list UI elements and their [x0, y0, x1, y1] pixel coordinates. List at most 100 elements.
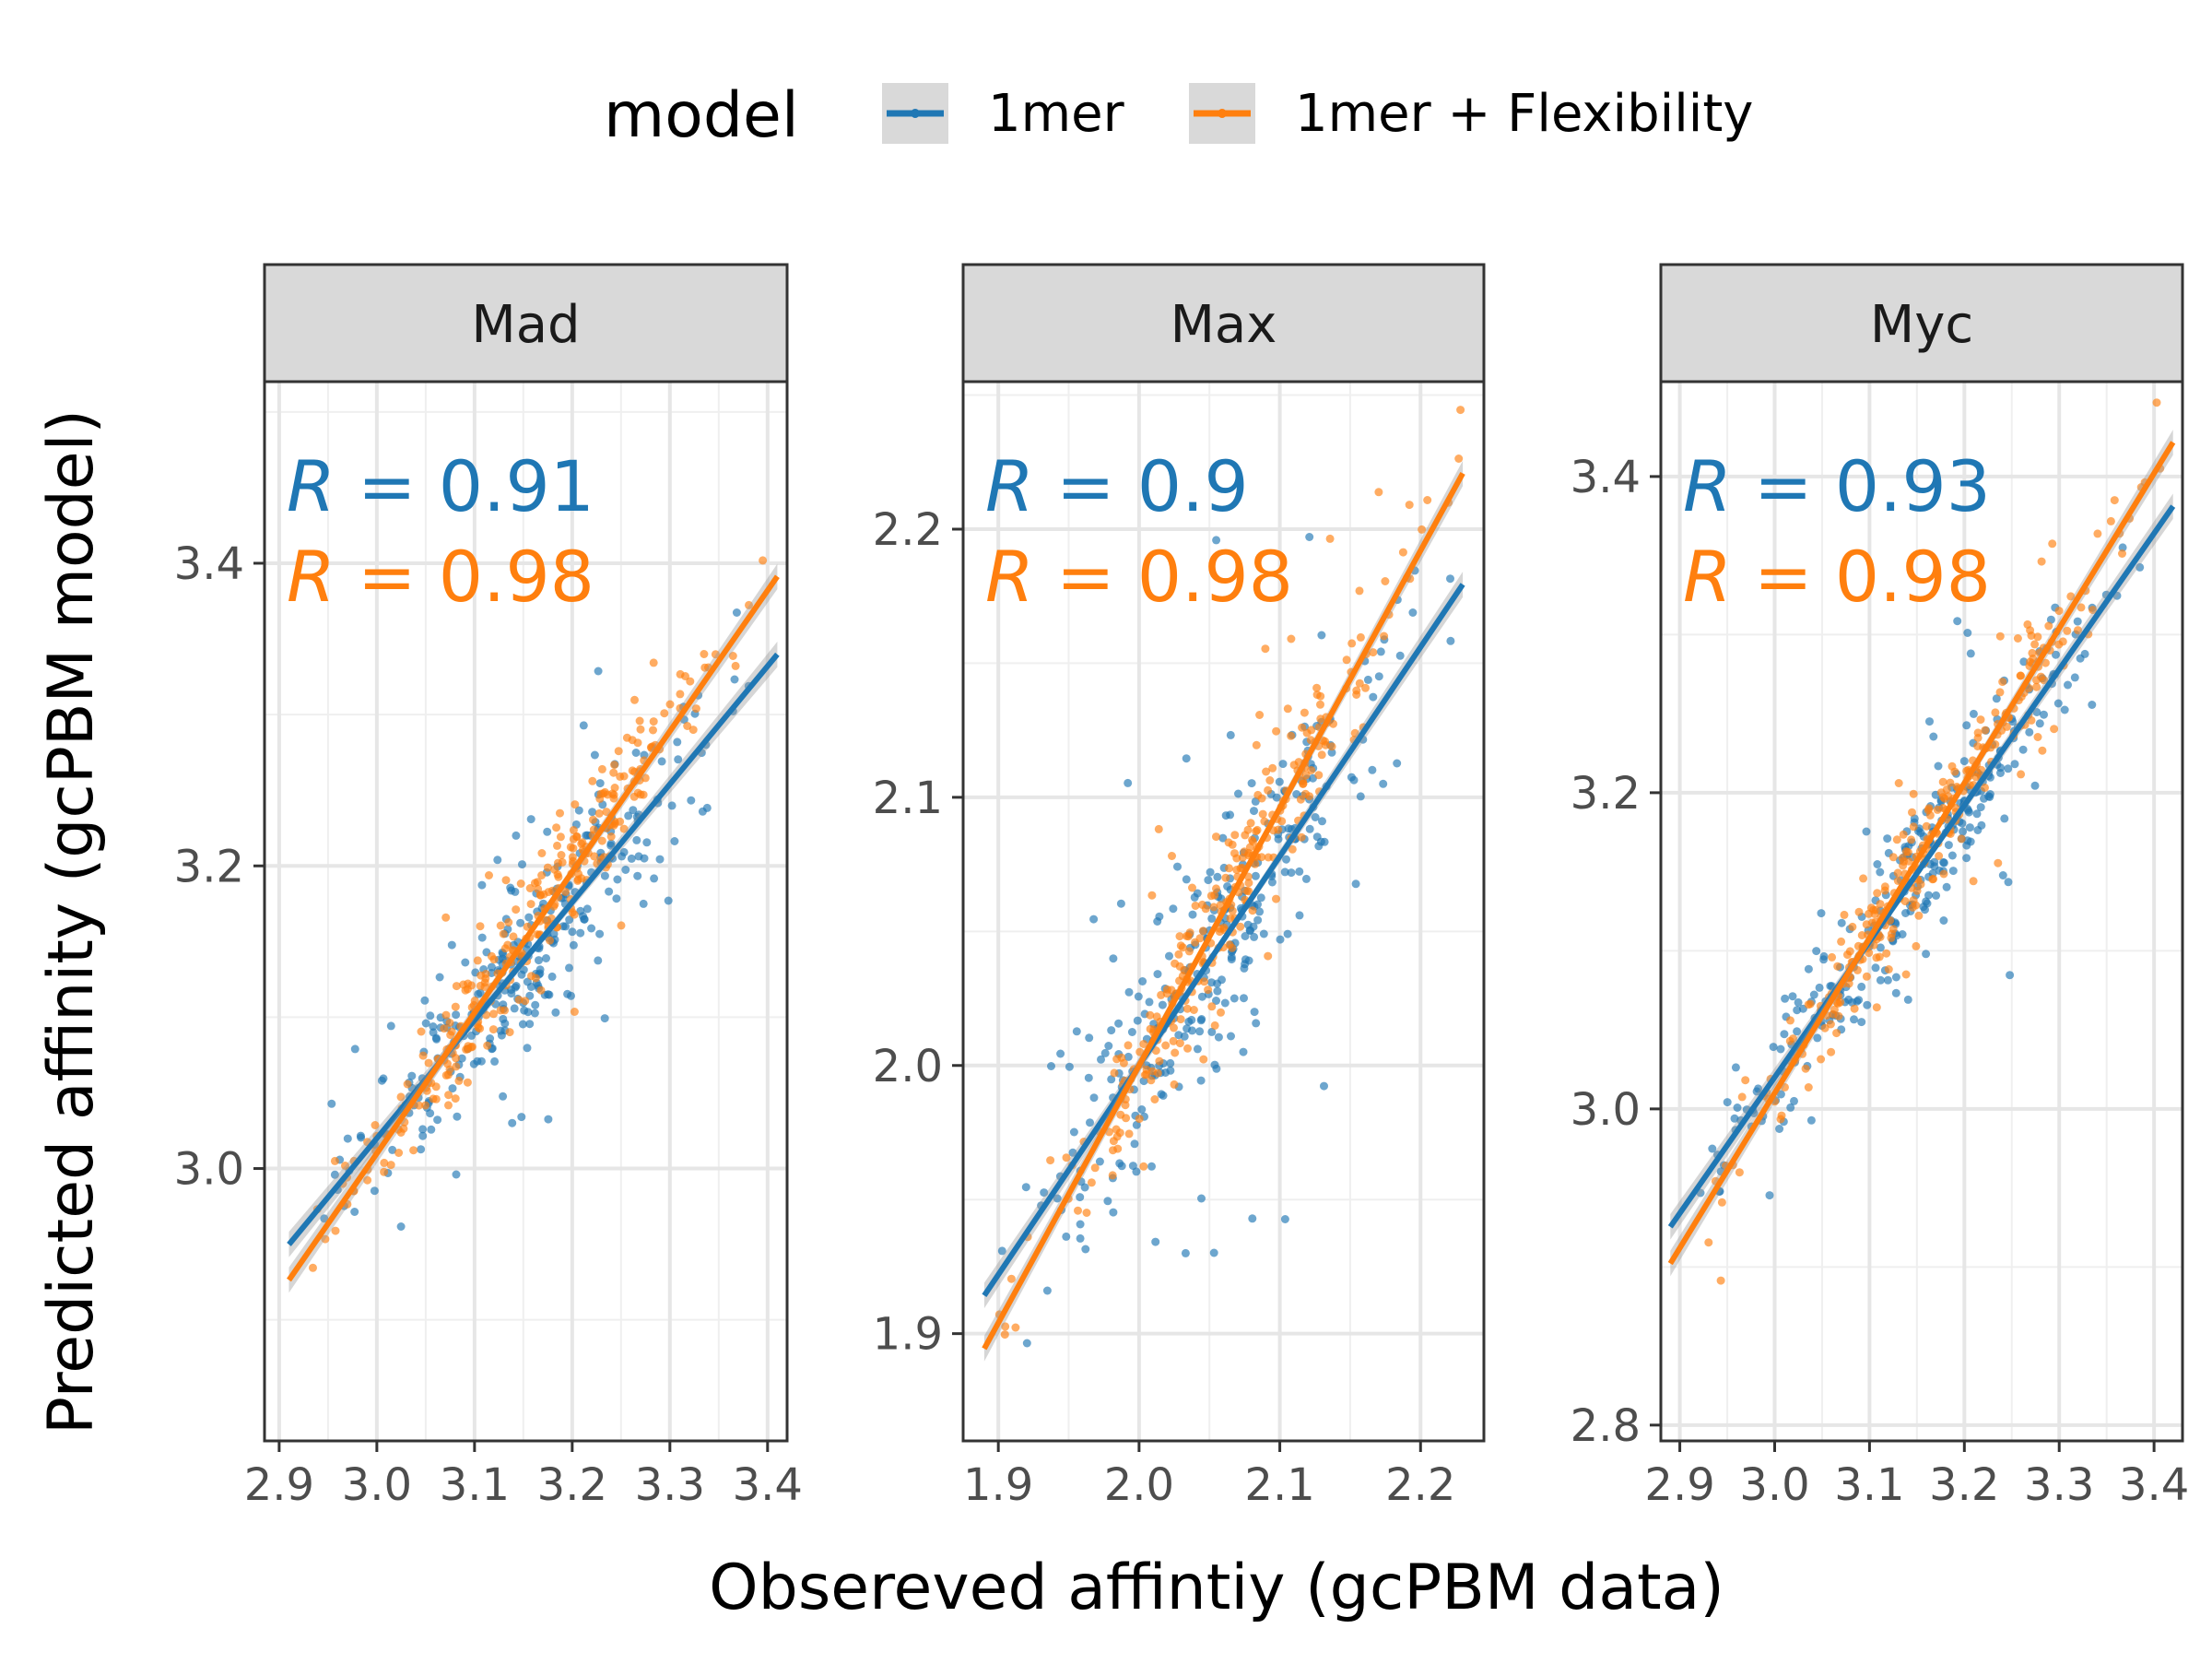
data-point [1912, 941, 1921, 950]
data-point [1147, 891, 1157, 900]
data-point [636, 725, 645, 734]
data-point [1935, 852, 1944, 860]
data-point [1790, 1096, 1798, 1105]
data-point [1995, 631, 2005, 641]
data-point [595, 929, 605, 938]
data-point [2027, 631, 2036, 640]
data-point [1244, 848, 1253, 857]
legend-entry-1mer: 1mer [882, 83, 1125, 144]
data-point [441, 1010, 451, 1020]
r-annotation-1mer-flexibility: R = 0.98 [1683, 536, 1991, 618]
data-point [1903, 848, 1912, 856]
data-point [2118, 549, 2126, 558]
data-point [1022, 1339, 1031, 1348]
data-point [1456, 406, 1465, 415]
data-point [1446, 574, 1454, 584]
data-point [2053, 699, 2063, 708]
data-point [1908, 808, 1916, 817]
data-point [1295, 867, 1304, 876]
data-point [1230, 849, 1239, 858]
data-point [1147, 1076, 1156, 1085]
data-point [2033, 733, 2042, 741]
data-point [563, 989, 572, 998]
r-annotation-1mer: R = 0.93 [1683, 445, 1991, 527]
data-point [1107, 1026, 1116, 1035]
data-point [997, 1246, 1006, 1256]
data-point [1320, 837, 1329, 846]
data-point [649, 658, 658, 667]
data-point [609, 790, 618, 799]
data-point [2074, 626, 2082, 635]
data-point [1837, 918, 1846, 927]
data-point [1204, 876, 1213, 885]
data-point [1207, 914, 1217, 923]
data-point [565, 915, 574, 925]
regression-line-1mer-flexibility [982, 472, 1465, 1351]
data-point [624, 811, 633, 820]
data-point [1116, 1110, 1125, 1119]
data-point [1104, 1042, 1113, 1050]
data-point [1260, 817, 1269, 826]
data-point [1076, 1233, 1085, 1243]
data-point [1912, 886, 1922, 895]
data-point [1251, 871, 1260, 880]
data-point [1200, 977, 1209, 986]
data-point [570, 1008, 579, 1016]
data-point [1056, 1049, 1065, 1058]
data-point [2063, 626, 2072, 635]
data-point [1998, 871, 2007, 879]
data-point [386, 1161, 395, 1170]
data-point [1809, 990, 1818, 999]
data-point [1248, 906, 1257, 915]
data-point [1788, 992, 1797, 1001]
data-point [530, 1009, 539, 1018]
data-point [1209, 1248, 1218, 1257]
data-point [2040, 710, 2048, 719]
data-point [1213, 979, 1222, 988]
data-point [1307, 766, 1316, 774]
data-point [1228, 906, 1237, 915]
data-point [1225, 940, 1234, 950]
data-point [579, 721, 588, 730]
data-point [517, 1113, 526, 1122]
data-point [510, 1004, 519, 1013]
y-tick-label: 3.0 [174, 1144, 244, 1196]
data-point [1171, 1048, 1180, 1057]
data-point [1204, 985, 1213, 995]
legend-key-point [1218, 109, 1227, 118]
data-point [649, 717, 658, 726]
data-point [476, 981, 485, 990]
data-point [1876, 900, 1885, 909]
data-point [676, 690, 685, 699]
data-point [614, 747, 623, 756]
data-point [1198, 926, 1207, 936]
data-point [2032, 682, 2041, 691]
data-point [1253, 825, 1262, 834]
data-point [493, 856, 502, 865]
data-point [574, 806, 583, 815]
data-point [452, 1062, 461, 1071]
y-tick-label: 2.0 [873, 1041, 943, 1092]
data-point [420, 996, 429, 1005]
data-point [1972, 809, 1982, 819]
data-point [1212, 884, 1220, 893]
data-point [452, 1010, 461, 1020]
facet-strip [263, 263, 789, 384]
data-point [1950, 767, 1959, 776]
data-point [1393, 759, 1402, 768]
x-tick-label: 1.9 [963, 1459, 1033, 1511]
data-point [2037, 557, 2046, 566]
data-point [496, 921, 505, 930]
data-point [1311, 813, 1320, 821]
data-point [1188, 883, 1196, 892]
data-point [597, 836, 606, 845]
data-point [1282, 855, 1290, 864]
data-point [551, 1008, 560, 1017]
data-point [1894, 779, 1903, 787]
data-point [1089, 1093, 1099, 1103]
data-point [1100, 1048, 1110, 1057]
data-point [1139, 1162, 1148, 1171]
data-point [2019, 657, 2029, 667]
data-point [1168, 852, 1176, 860]
data-point [1112, 1055, 1122, 1064]
